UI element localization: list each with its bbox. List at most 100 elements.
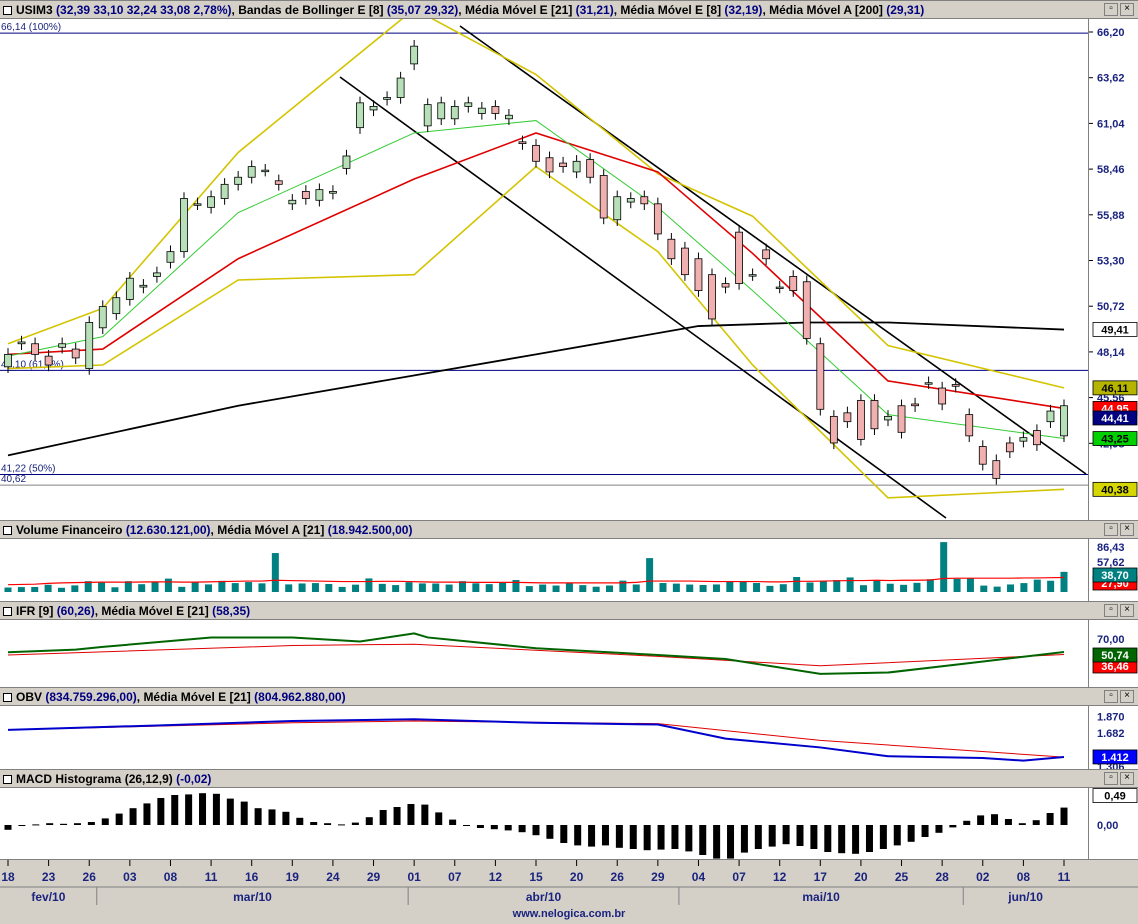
volume-bar [71,585,79,592]
panel-icon [3,775,12,784]
candle-body [586,159,595,178]
candle-body [789,276,798,292]
volume-bar [445,584,453,592]
candle-body [965,414,974,437]
ifr-badge-bg [1092,647,1138,663]
volume-bar [392,585,400,592]
macd-bar [87,822,95,825]
bollinger-lower-line [7,165,1065,499]
close-icon[interactable]: × [1120,523,1134,536]
candle-body [166,251,175,263]
ifr-tick-label: 70,00 [1097,634,1125,646]
candle-body [396,77,405,98]
macd-bar [629,825,637,849]
macd-panel: MACD Histograma (26,12,9) (-0,02) ▫ × 0,… [0,769,1138,859]
macd-bar [907,825,915,842]
macd-bar [838,825,846,854]
price-badge: 40,38 [1101,484,1129,496]
macd-bar [824,825,832,852]
macd-bar [324,823,332,825]
volume-bar [84,581,92,592]
volume-bar [619,580,627,592]
macd-bar [365,817,373,825]
macd-bar [991,814,999,825]
close-icon[interactable]: × [1120,3,1134,16]
macd-bar [310,822,318,825]
volume-bar [659,583,667,592]
volume-bar [271,553,279,592]
price-plot[interactable]: 66,14 (100%) 47,10 (61,8%) 41,22 (50%) 40,6… [0,19,1088,520]
candle-body [342,155,351,169]
macd-bar [796,825,804,846]
candle-body [884,415,892,421]
close-icon[interactable]: × [1120,690,1134,703]
macd-bar [852,825,860,854]
candle-body [220,183,229,199]
ifr-plot[interactable] [0,620,1088,687]
price-badge: 43,25 [1101,434,1129,446]
candle-body [274,180,283,185]
day-label: 07 [732,870,746,884]
volume-bar [913,582,921,592]
macd-bar [865,825,873,852]
price-tick-label: 58,46 [1097,164,1125,176]
macd-bar [574,825,582,846]
candle-body [1005,442,1014,453]
restore-icon[interactable]: ▫ [1104,772,1118,785]
close-icon[interactable]: × [1120,604,1134,617]
candle-body [532,144,540,162]
day-label: 12 [489,870,503,884]
volume-plot[interactable] [0,539,1088,601]
volume-panel: Volume Financeiro (12.630.121,00), Média… [0,520,1138,601]
volume-bar [565,583,573,592]
restore-icon[interactable]: ▫ [1104,604,1118,617]
macd-bar [449,819,457,825]
macd-bar [32,824,40,826]
macd-bar [713,825,721,859]
day-label: 03 [123,870,137,884]
trend-line-upper [459,25,1087,475]
restore-icon[interactable]: ▫ [1104,523,1118,536]
volume-tick-label: 86,43 [1097,542,1125,554]
day-label: 18 [1,870,15,884]
day-label: 23 [42,870,56,884]
month-label: fev/10 [31,890,65,904]
macd-bar [643,825,651,851]
level-label: 47,10 (61,8%) [1,359,64,370]
obv-plot[interactable] [0,706,1088,769]
level-label: 40,62 [1,474,26,485]
macd-bar [115,813,123,825]
candle-body [938,387,947,405]
macd-bar [1046,813,1054,825]
obv-line [7,718,1065,762]
footer-url[interactable]: www.nelogica.com.br [0,905,1138,924]
volume-header: Volume Financeiro (12.630.121,00), Média… [0,521,1138,539]
macd-bar [560,825,568,843]
macd-bar [949,825,957,828]
macd-plot[interactable] [0,788,1088,859]
candle-body [383,97,391,100]
close-icon[interactable]: × [1120,772,1134,785]
obv-panel: OBV (834.759.296,00), Média Móvel E [21]… [0,687,1138,769]
ma21-line [7,132,1065,410]
restore-icon[interactable]: ▫ [1104,3,1118,16]
candle-body [125,277,134,300]
candle-body [153,272,161,277]
volume-bar [191,582,199,592]
price-tick-label: 53,30 [1097,256,1125,268]
candle-body [369,105,378,111]
restore-icon[interactable]: ▫ [1104,690,1118,703]
volume-bar [712,584,720,592]
month-label: mar/10 [233,890,272,904]
trend-line-lower [339,76,947,519]
candle-body [85,322,94,369]
candle-body [410,45,419,65]
candle-body [559,162,567,168]
volume-bar [1047,580,1055,592]
day-label: 24 [326,870,340,884]
candle-body [98,306,107,329]
candle-body [437,102,446,120]
volume-bar [873,580,881,592]
obv-tick-label: 1.306 [1097,761,1125,769]
candle-body [4,353,12,368]
